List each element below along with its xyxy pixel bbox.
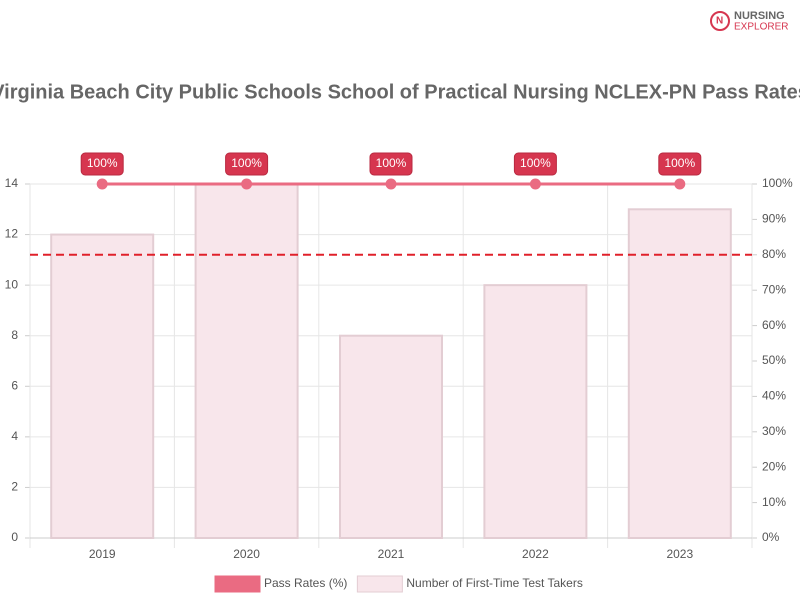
legend-swatch bbox=[356, 575, 403, 593]
x-tick-label: 2021 bbox=[378, 547, 405, 561]
y2-tick-label: 10% bbox=[762, 495, 786, 509]
y-tick-label: 14 bbox=[5, 176, 19, 190]
value-label: 100% bbox=[231, 156, 262, 170]
pass-rate-point bbox=[674, 178, 686, 190]
y-tick-label: 4 bbox=[11, 429, 18, 443]
legend-label: Pass Rates (%) bbox=[264, 576, 347, 590]
y-tick-label: 2 bbox=[11, 480, 18, 494]
y-tick-label: 8 bbox=[11, 328, 18, 342]
x-tick-label: 2020 bbox=[233, 547, 260, 561]
logo-text: EXPLORER bbox=[734, 22, 788, 33]
value-label: 100% bbox=[376, 156, 407, 170]
pass-rate-point bbox=[96, 178, 108, 190]
value-label-box bbox=[225, 152, 269, 176]
y-tick-label: 12 bbox=[5, 227, 19, 241]
logo-icon bbox=[710, 11, 730, 31]
value-label: 100% bbox=[664, 156, 695, 170]
logo: N NURSING EXPLORER bbox=[710, 10, 788, 33]
bar bbox=[627, 208, 732, 540]
bar bbox=[194, 183, 299, 539]
y2-tick-label: 40% bbox=[762, 389, 786, 403]
y2-tick-label: 20% bbox=[762, 459, 786, 473]
bar bbox=[483, 284, 588, 539]
y2-tick-label: 50% bbox=[762, 353, 786, 367]
bar bbox=[339, 334, 443, 540]
x-tick-label: 2019 bbox=[89, 547, 116, 561]
chart-title: Virginia Beach City Public Schools Schoo… bbox=[0, 81, 800, 103]
y2-tick-label: 80% bbox=[762, 247, 786, 261]
value-label-box bbox=[658, 152, 702, 176]
y2-tick-label: 70% bbox=[762, 282, 786, 296]
pass-rate-point bbox=[529, 178, 541, 190]
value-label-box bbox=[369, 152, 413, 176]
pass-rate-point bbox=[385, 178, 397, 190]
x-tick-label: 2022 bbox=[522, 547, 549, 561]
y-tick-label: 10 bbox=[5, 277, 19, 291]
x-tick-label: 2023 bbox=[666, 547, 693, 561]
y2-tick-label: 60% bbox=[762, 318, 786, 332]
value-label-box bbox=[513, 152, 557, 176]
value-label: 100% bbox=[87, 156, 118, 170]
legend-swatch bbox=[214, 575, 261, 593]
y-tick-label: 6 bbox=[11, 378, 18, 392]
pass-rate-point bbox=[241, 178, 253, 190]
y-tick-label: 0 bbox=[11, 530, 18, 544]
y2-tick-label: 90% bbox=[762, 212, 786, 226]
y2-tick-label: 30% bbox=[762, 424, 786, 438]
y2-tick-label: 0% bbox=[762, 530, 780, 544]
legend-label: Number of First-Time Test Takers bbox=[406, 576, 582, 590]
logo-text: NURSING bbox=[734, 10, 785, 22]
bar bbox=[50, 233, 155, 539]
y2-tick-label: 100% bbox=[762, 176, 793, 190]
logo-icon-letters: N bbox=[716, 16, 723, 27]
value-label: 100% bbox=[520, 156, 551, 170]
value-label-box bbox=[80, 152, 124, 176]
